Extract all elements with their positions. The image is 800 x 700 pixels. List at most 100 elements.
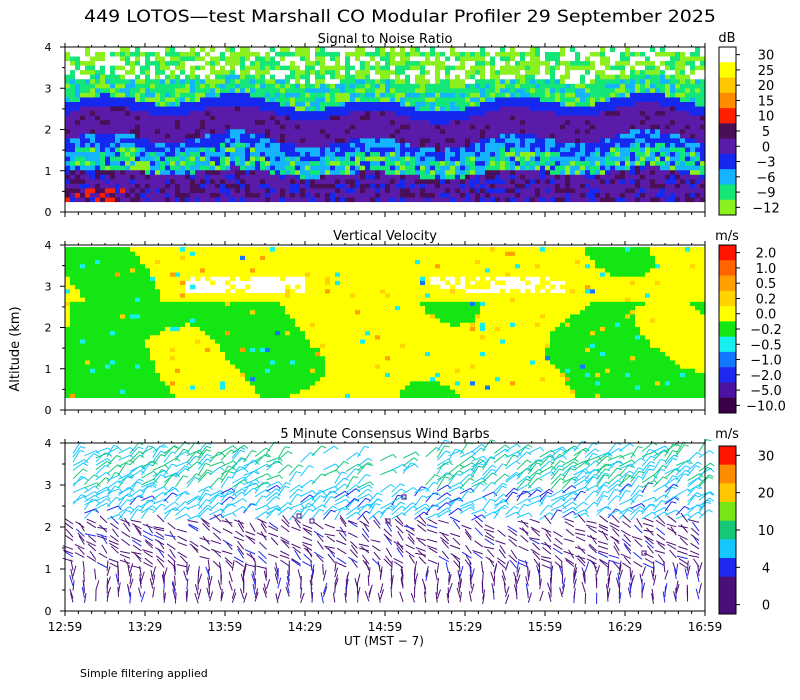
snr-cell — [150, 78, 156, 84]
snr-cell — [160, 69, 166, 75]
snr-cell — [400, 188, 406, 193]
snr-cell — [395, 160, 401, 166]
snr-cell — [320, 192, 326, 198]
snr-cell — [285, 142, 291, 148]
snr-cell — [175, 183, 181, 189]
snr-cell — [445, 60, 451, 66]
snr-cell — [660, 106, 666, 112]
snr-cell — [115, 51, 121, 57]
snr-cell — [75, 87, 81, 93]
snr-cell — [515, 188, 521, 193]
snr-cell — [125, 174, 131, 180]
snr-cell — [355, 78, 361, 84]
snr-cell — [400, 137, 406, 143]
snr-cell — [225, 192, 231, 198]
snr-cell — [285, 137, 291, 143]
snr-cell — [630, 124, 636, 130]
snr-cell — [470, 174, 476, 180]
snr-cell — [565, 74, 571, 80]
snr-cell — [155, 51, 161, 57]
snr-cell — [675, 197, 681, 203]
snr-cell — [230, 78, 236, 84]
snr-cell — [100, 60, 106, 66]
snr-cell — [110, 47, 116, 52]
snr-cell — [80, 169, 86, 175]
snr-cell — [160, 183, 166, 189]
snr-cell — [110, 101, 116, 107]
snr-cell — [315, 197, 321, 203]
snr-cell — [430, 78, 436, 84]
snr-cell — [560, 165, 566, 171]
snr-cell — [365, 97, 371, 102]
snr-cell — [200, 169, 206, 175]
velocity-cell — [120, 343, 126, 348]
snr-cell — [410, 156, 416, 162]
y-tick-label: 1 — [45, 165, 52, 178]
snr-cell — [405, 110, 411, 116]
snr-cell — [205, 106, 211, 112]
snr-cell — [635, 92, 641, 98]
snr-cell — [245, 128, 251, 134]
snr-cell — [95, 151, 101, 157]
snr-cell — [545, 60, 551, 66]
snr-cell — [575, 183, 581, 189]
snr-cell — [665, 147, 671, 153]
velocity-cell — [100, 288, 106, 294]
snr-cell — [90, 110, 96, 116]
snr-cell — [190, 169, 196, 175]
snr-cell — [250, 119, 256, 125]
snr-cell — [95, 124, 101, 130]
snr-cell — [540, 106, 546, 112]
snr-cell — [330, 192, 336, 198]
snr-cell — [230, 101, 236, 107]
snr-cell — [520, 51, 526, 57]
velocity-cell — [70, 334, 76, 340]
velocity-cell — [105, 301, 111, 307]
snr-cell — [475, 47, 481, 52]
snr-cell — [350, 65, 356, 71]
snr-cell — [240, 110, 246, 116]
snr-cell — [575, 119, 581, 125]
snr-cell — [405, 115, 411, 121]
snr-cell — [135, 69, 141, 75]
velocity-cell — [115, 267, 121, 273]
snr-cell — [275, 142, 281, 148]
snr-cell — [495, 74, 501, 80]
snr-cell — [525, 174, 531, 180]
snr-cell — [400, 156, 406, 162]
snr-cell — [610, 137, 616, 143]
snr-cell — [615, 178, 621, 184]
snr-cell — [475, 128, 481, 134]
snr-cell — [340, 83, 346, 89]
snr-cell — [425, 147, 431, 153]
snr-cell — [295, 137, 301, 143]
snr-cell — [245, 56, 251, 62]
snr-cell — [640, 115, 646, 121]
snr-cell — [645, 133, 651, 139]
snr-cell — [505, 74, 511, 80]
snr-cell — [645, 178, 651, 184]
snr-cell — [540, 160, 546, 166]
snr-cell — [640, 51, 646, 57]
snr-cell — [100, 78, 106, 84]
snr-cell — [140, 169, 146, 175]
snr-cell — [115, 74, 121, 80]
snr-cell — [650, 110, 656, 116]
velocity-cell — [75, 267, 81, 273]
snr-cell — [520, 65, 526, 71]
snr-cell — [565, 110, 571, 116]
snr-cell — [125, 60, 131, 66]
velocity-cell — [120, 263, 126, 269]
velocity-cell — [70, 288, 76, 294]
velocity-cell — [110, 393, 116, 399]
snr-cell — [495, 156, 501, 162]
snr-cell — [290, 51, 296, 57]
snr-cell — [545, 119, 551, 125]
snr-cell — [310, 174, 316, 180]
velocity-cell — [120, 259, 126, 265]
snr-cell — [80, 183, 86, 189]
snr-cell — [365, 60, 371, 66]
snr-cell — [180, 51, 186, 57]
snr-cell — [135, 92, 141, 98]
snr-cell — [595, 47, 601, 52]
